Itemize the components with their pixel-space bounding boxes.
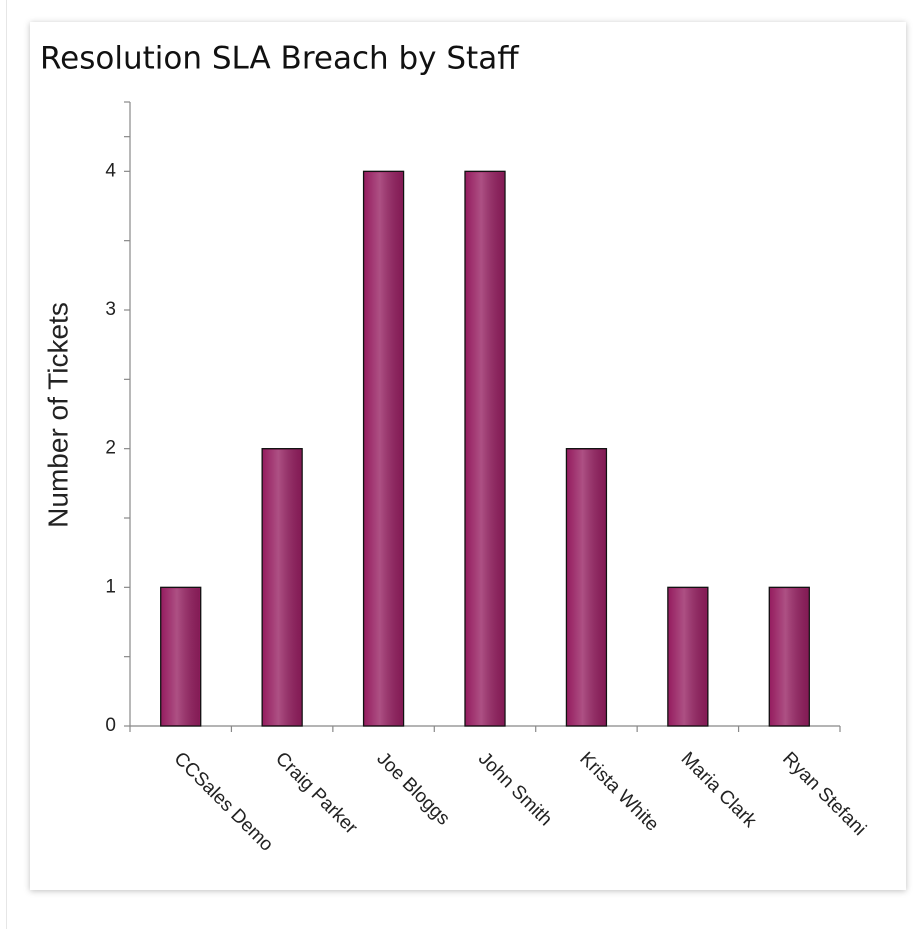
y-axis-label: Number of Tickets xyxy=(42,302,73,528)
bar-shine xyxy=(567,449,606,725)
y-tick-label: 2 xyxy=(105,438,116,459)
x-tick-label: Craig Parker xyxy=(271,748,362,839)
y-tick-label: 0 xyxy=(105,715,116,736)
x-tick-label: Krista White xyxy=(575,748,662,835)
x-tick-label: CCSales Demo xyxy=(170,748,277,855)
y-tick-label: 3 xyxy=(105,299,116,320)
y-tick-label: 1 xyxy=(105,576,116,597)
x-tick-label: Joe Bloggs xyxy=(372,748,453,829)
x-tick-label: Ryan Stefani xyxy=(778,748,870,840)
bar-shine xyxy=(263,449,302,725)
bar-shine xyxy=(466,172,504,726)
page-edge xyxy=(6,0,7,929)
bar-shine xyxy=(161,588,200,725)
x-tick-label: Maria Clark xyxy=(677,748,761,832)
bar-shine xyxy=(364,172,403,726)
x-tick-label: John Smith xyxy=(474,748,556,830)
bar-shine xyxy=(668,588,707,725)
chart-title: Resolution SLA Breach by Staff xyxy=(40,41,519,77)
y-tick-label: 4 xyxy=(105,160,116,181)
bar-shine xyxy=(770,588,809,725)
